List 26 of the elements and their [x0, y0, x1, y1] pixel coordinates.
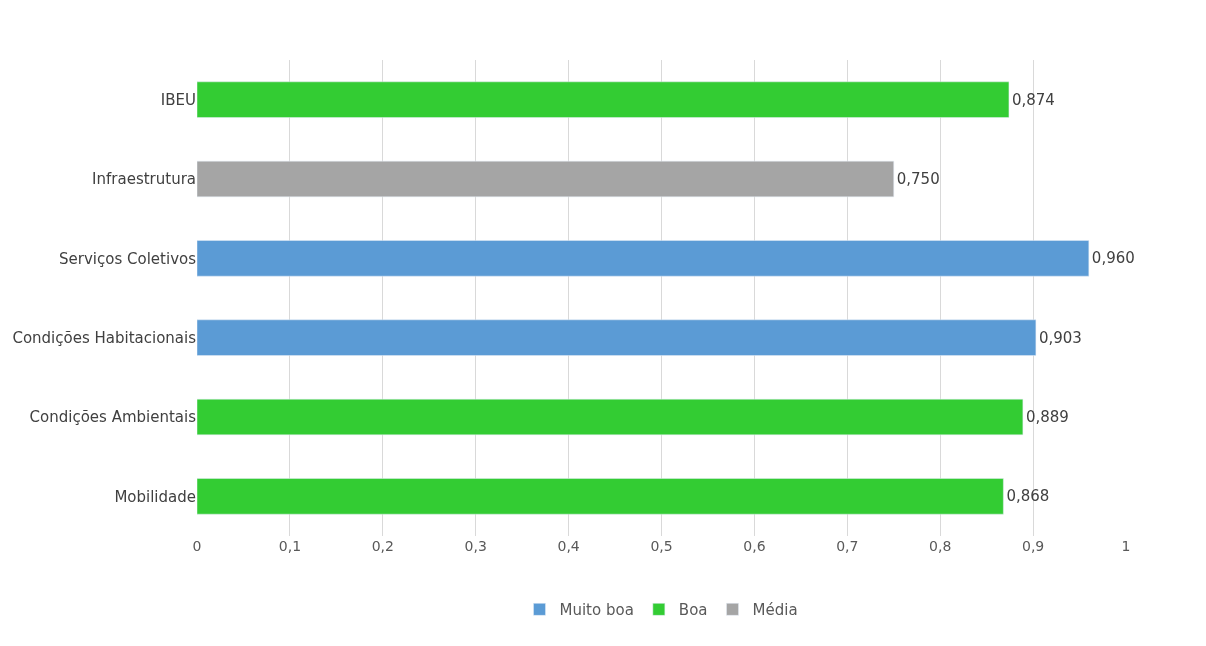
- legend-label: Muito boa: [559, 601, 634, 620]
- data-label: 0,889: [1025, 408, 1069, 426]
- x-tick-label: 0,1: [278, 538, 302, 554]
- x-tick-label: 0,4: [557, 538, 580, 554]
- legend-label: Média: [752, 601, 798, 620]
- y-tick-label: Condições Ambientais: [29, 408, 197, 427]
- data-label: 0,903: [1038, 328, 1082, 347]
- y-tick-label: IBEU: [160, 90, 196, 109]
- y-tick-label: Mobilidade: [114, 487, 196, 506]
- x-tick-label: 0,7: [836, 538, 859, 554]
- x-tick-label: 0,9: [1021, 538, 1045, 554]
- y-tick-label: Condições Habitacionais: [12, 328, 197, 347]
- x-tick-label: 0,3: [464, 538, 487, 554]
- x-tick-label: 0,8: [929, 538, 952, 554]
- y-tick-label: Infraestrutura: [92, 170, 196, 189]
- x-tick-label: 0: [192, 538, 202, 554]
- y-tick-label: Serviços Coletivos: [59, 249, 197, 268]
- data-label: 0,750: [896, 170, 940, 188]
- x-tick-label: 0,2: [371, 538, 394, 554]
- x-tick-label: 0,5: [650, 538, 673, 554]
- x-tick-label: 1: [1121, 538, 1131, 554]
- data-label: 0,874: [1011, 90, 1055, 109]
- legend-label: Boa: [678, 601, 708, 620]
- data-label: 0,960: [1091, 249, 1135, 268]
- data-label: 0,868: [1006, 487, 1050, 506]
- x-tick-label: 0,6: [743, 538, 766, 554]
